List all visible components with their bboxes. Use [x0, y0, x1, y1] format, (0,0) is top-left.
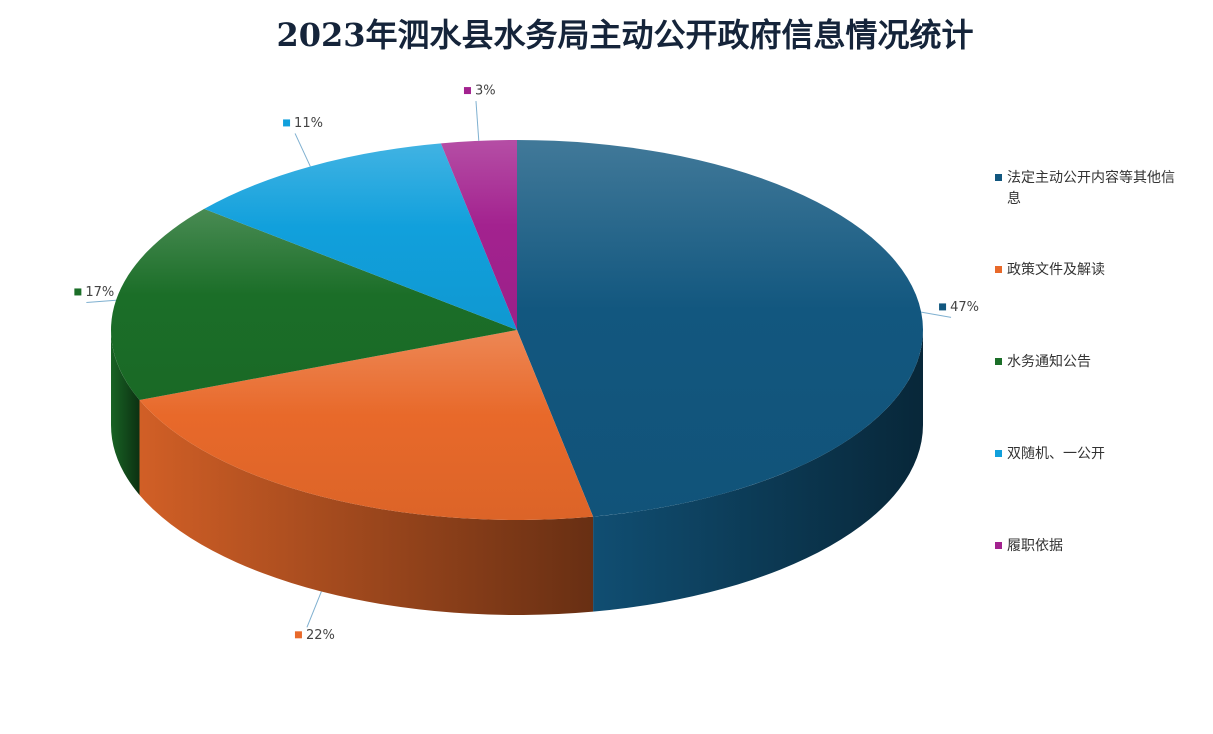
chart-title: 2023年泗水县水务局主动公开政府信息情况统计 [276, 16, 974, 54]
label-marker [283, 119, 291, 127]
data-label: 3% [475, 84, 496, 99]
data-label: 47% [950, 300, 979, 315]
legend-entry: 双随机、一公开 [995, 444, 1177, 465]
slice [204, 143, 517, 330]
legend-entry: 水务通知公告 [995, 352, 1177, 373]
leader-line [475, 101, 480, 141]
data-label: 11% [294, 116, 323, 131]
legend-entry: 政策文件及解读 [995, 260, 1177, 281]
label-marker [463, 87, 471, 95]
legend-label: 履职依据 [1007, 538, 1063, 554]
leader-line [294, 133, 311, 167]
legend-label: 法定主动公开内容等其他信息 [1007, 170, 1175, 207]
slice [111, 208, 517, 400]
slice [517, 140, 924, 517]
legend-entry: 法定主动公开内容等其他信息 [995, 168, 1177, 210]
leader-line [86, 299, 117, 303]
legend-label: 双随机、一公开 [1007, 446, 1105, 462]
legend-label: 水务通知公告 [1007, 354, 1091, 370]
slice [440, 140, 517, 330]
slice [139, 330, 594, 520]
legend-swatch [995, 174, 1002, 181]
legend-entry: 履职依据 [995, 536, 1177, 557]
slice-side [593, 330, 923, 612]
label-marker [939, 303, 947, 311]
slice-side [111, 330, 140, 495]
legend-swatch [995, 266, 1002, 273]
leader-line [921, 311, 952, 318]
leader-line [306, 591, 322, 628]
slice-side [139, 399, 594, 615]
data-label: 22% [306, 628, 335, 643]
legend-swatch [995, 542, 1002, 549]
legend-label: 政策文件及解读 [1007, 262, 1105, 278]
legend-swatch [995, 358, 1002, 365]
data-label: 17% [85, 285, 114, 300]
label-marker [74, 288, 82, 296]
label-marker [294, 631, 302, 639]
legend-swatch [995, 450, 1002, 457]
